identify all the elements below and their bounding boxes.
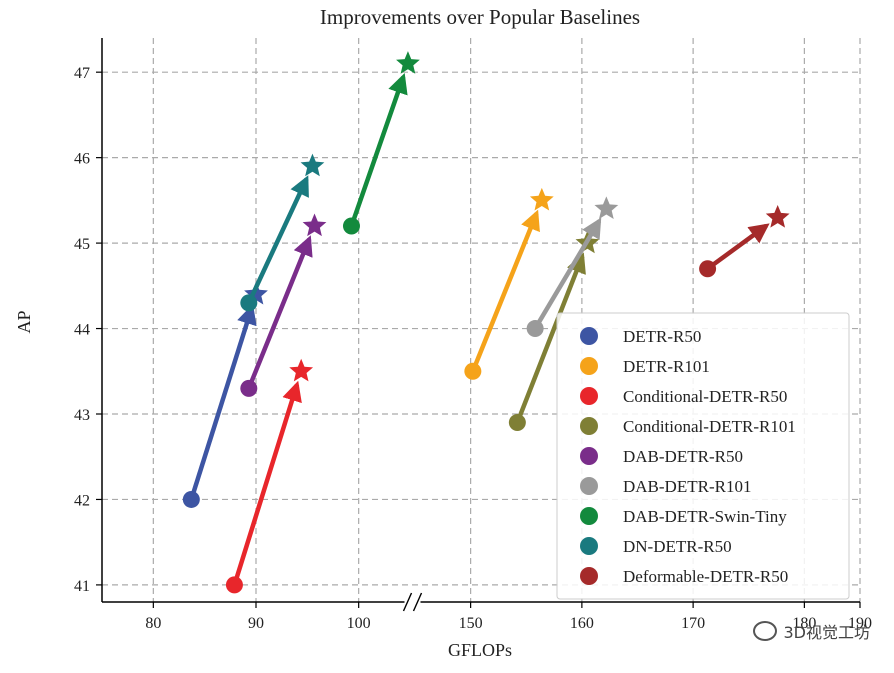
y-tick-label: 43 [74,407,90,424]
improved-point-star [594,196,619,220]
y-tick-label: 41 [74,578,90,595]
legend-label: DAB-DETR-R101 [623,477,751,496]
x-tick-label: 160 [570,615,594,632]
legend: DETR-R50 DETR-R101 Conditional-DETR-R50 Con… [556,312,850,600]
x-tick-label: 90 [248,615,264,632]
series-arrow [246,235,313,390]
baseline-point [464,362,482,380]
x-tick-label: 180 [792,615,816,632]
legend-marker [580,387,598,405]
legend-label: Deformable-DETR-R50 [623,567,788,586]
improved-point-star [300,153,325,177]
y-axis-title: AP [14,310,34,333]
series-arrow [515,252,586,424]
series-arrow [246,175,309,304]
baseline-point [182,490,200,508]
series-arrow [189,303,257,501]
baseline-point [240,379,258,397]
axis-break-gap [404,598,421,606]
legend-marker [580,417,598,435]
improved-point-star [289,358,314,382]
chart-title: Improvements over Popular Baselines [320,5,640,29]
legend-label: DN-DETR-R50 [623,537,732,556]
improved-point-star [529,187,554,211]
legend-label: Conditional-DETR-R101 [623,417,796,436]
x-tick-label: 150 [459,615,483,632]
legend-marker [580,477,598,495]
axis-break-mark [412,592,423,612]
improved-point-star [396,51,420,74]
legend-marker [580,507,598,525]
baseline-point [526,320,544,338]
legend-marker [580,537,598,555]
wechat-icon [753,621,778,641]
baseline-point [699,260,717,278]
legend-label: DAB-DETR-Swin-Tiny [623,507,787,526]
y-tick-label: 42 [74,492,90,509]
series-arrow [470,209,540,373]
legend-marker [580,567,598,585]
x-tick-label: 100 [347,615,371,632]
legend-label: DAB-DETR-R50 [623,447,743,466]
baseline-point [225,576,243,594]
x-axis-title: GFLOPs [448,640,512,660]
legend-label: DETR-R50 [623,327,701,346]
y-tick-label: 46 [74,151,90,168]
axis-break-mark [402,592,413,612]
series-arrow [533,217,602,330]
baseline-point [240,294,258,312]
y-tick-label: 45 [74,236,90,253]
series-arrow [232,380,302,586]
legend-marker [580,447,598,465]
watermark: 3D视觉工坊 [753,619,870,643]
x-tick-label: 80 [145,615,161,632]
legend-label: Conditional-DETR-R50 [623,387,787,406]
baseline-point [342,217,360,235]
series-arrow [706,223,770,271]
improved-point-star [765,204,790,228]
baseline-point [508,414,526,432]
axes: 41 42 43 44 45 46 47 80 90 100 150 160 170 180 190 [74,38,872,632]
x-tick-label: 190 [848,615,872,632]
y-tick-label: 44 [74,322,90,339]
y-tick-label: 47 [74,65,90,82]
legend-label: DETR-R101 [623,357,710,376]
series-arrow [349,73,408,227]
watermark-text: 3D视觉工坊 [783,623,870,642]
legend-marker [580,327,598,345]
improved-point-star [302,213,327,237]
legend-box [556,312,850,600]
x-tick-label: 170 [681,615,705,632]
chart-marks [182,51,790,594]
legend-marker [580,357,598,375]
